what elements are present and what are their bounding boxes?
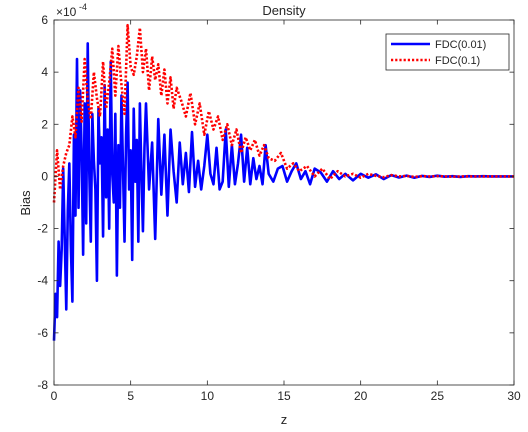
legend-box xyxy=(385,33,510,71)
series-layer xyxy=(52,23,514,341)
legend: FDC(0.01) FDC(0.1) xyxy=(385,33,510,71)
y-tick-label: -8 xyxy=(37,378,48,392)
x-tick-label: 0 xyxy=(51,389,58,403)
y-tick-label: -2 xyxy=(37,222,48,236)
x-tick-label: 10 xyxy=(201,389,215,403)
x-tick-label: 20 xyxy=(354,389,368,403)
legend-label-fdc-01: FDC(0.1) xyxy=(435,55,480,67)
y-axis-title: Bias xyxy=(18,190,33,216)
series-line-fdc-001 xyxy=(52,42,514,341)
axis-ticks: 0 5 10 15 20 25 30 -8 -6 -4 -2 0 2 4 6 xyxy=(37,13,521,403)
y-tick-label: 4 xyxy=(41,65,48,79)
x-tick-label: 30 xyxy=(507,389,521,403)
y-tick-label: -6 xyxy=(37,326,48,340)
series-line-fdc-01 xyxy=(52,23,514,203)
y-tick-label: -4 xyxy=(37,274,48,288)
y-exponent-power: -4 xyxy=(79,2,87,12)
x-tick-label: 5 xyxy=(127,389,134,403)
y-tick-label: 2 xyxy=(41,117,48,131)
x-tick-label: 25 xyxy=(431,389,445,403)
x-tick-label: 15 xyxy=(277,389,291,403)
legend-label-fdc-001: FDC(0.01) xyxy=(435,39,486,51)
y-tick-label: 6 xyxy=(41,13,48,27)
chart-title: Density xyxy=(262,3,306,18)
x-axis-title: z xyxy=(281,412,288,427)
y-exponent-base: ×10 xyxy=(56,5,77,19)
y-tick-label: 0 xyxy=(41,169,48,183)
y-axis-exponent-label: ×10 -4 xyxy=(56,2,87,19)
